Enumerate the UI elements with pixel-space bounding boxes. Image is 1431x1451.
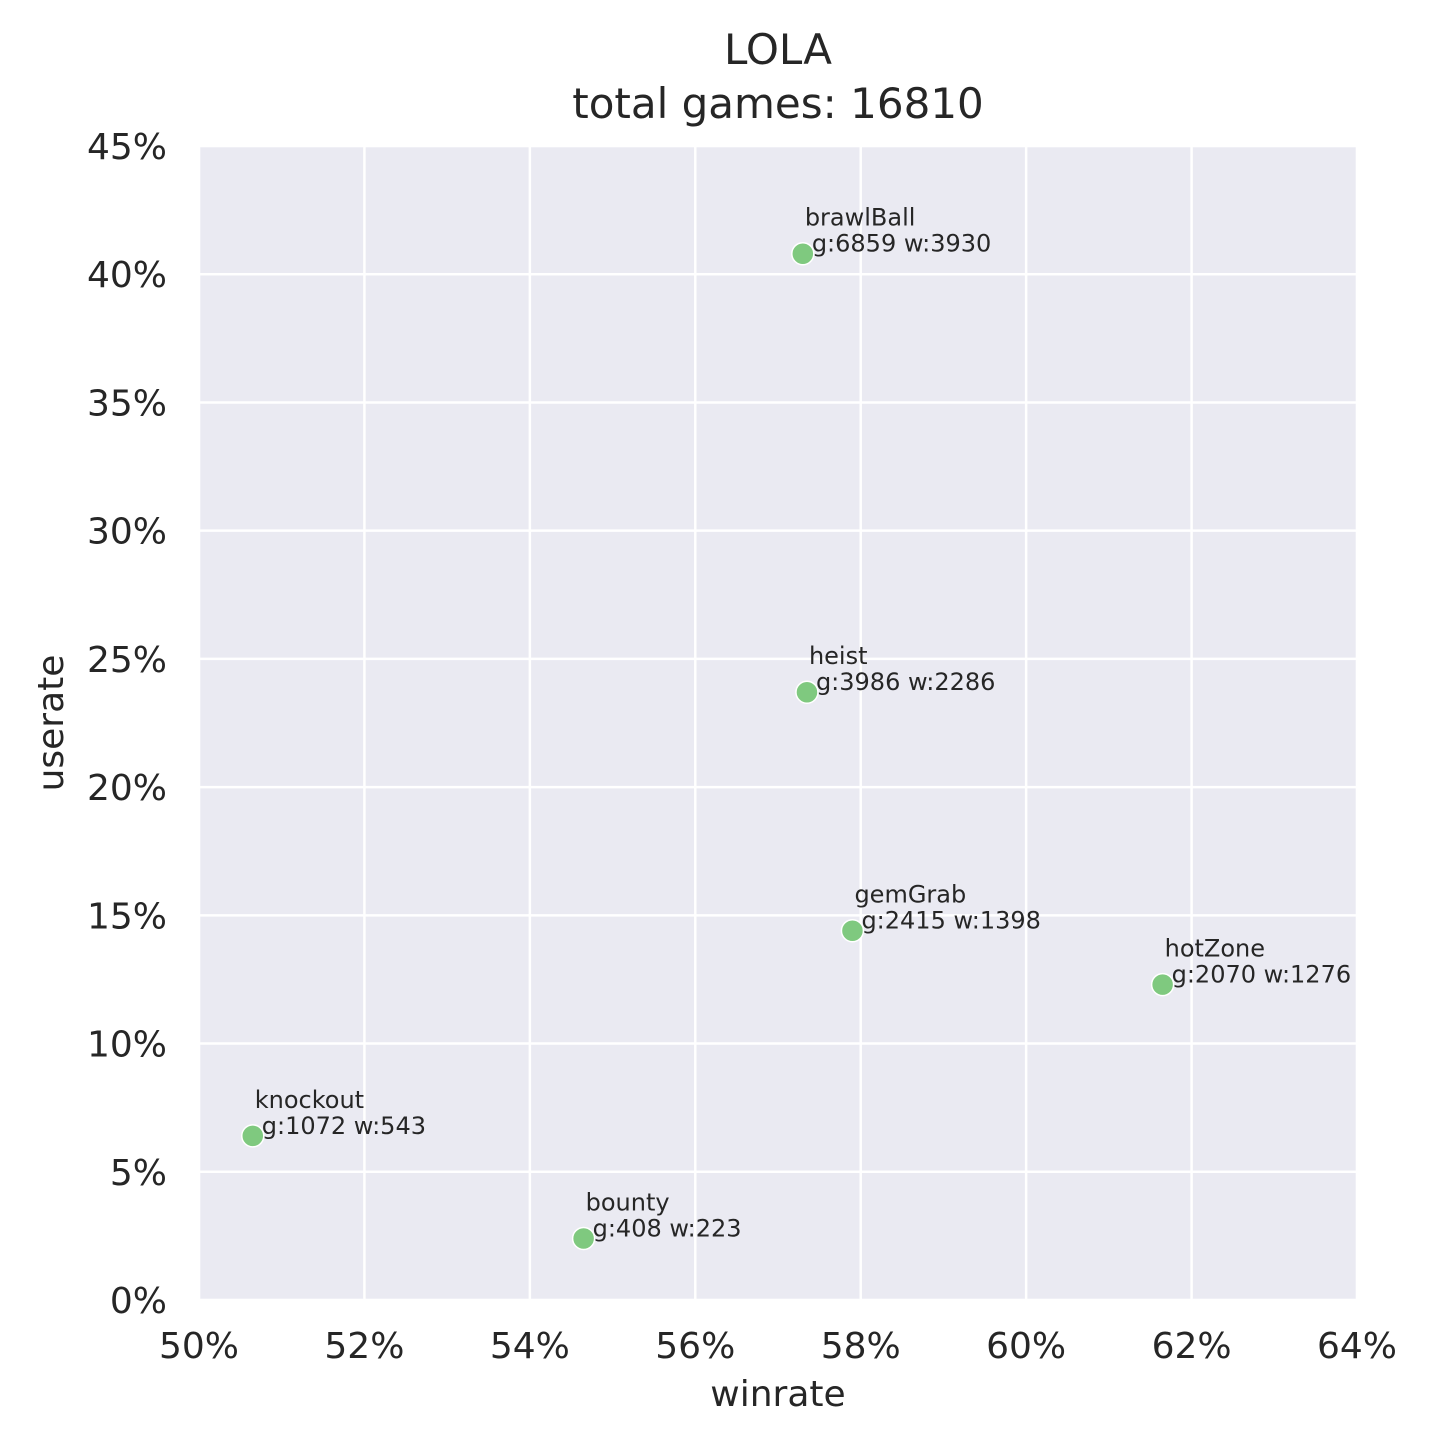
x-tick-label: 58% [821,1326,901,1367]
point-gemGrab [840,918,865,943]
plot-area [199,146,1357,1300]
y-tick-label: 45% [87,127,167,168]
x-tick-label: 60% [986,1326,1066,1367]
y-tick-label: 20% [87,768,167,809]
point-label-gemGrab: gemGrab [854,881,966,909]
point-bounty [571,1226,596,1251]
chart-title: LOLA [724,25,832,74]
y-tick-labels: 0% 5% 10% 15% 20% 25% 30% 35% 40% 45% [87,127,167,1322]
x-tick-label: 62% [1152,1326,1232,1367]
y-tick-label: 10% [87,1025,167,1066]
y-axis-label: userate [31,655,72,792]
y-tick-label: 5% [110,1153,167,1194]
point-hotZone [1150,972,1175,997]
x-axis-label: winrate [710,1374,845,1415]
x-tick-labels: 50% 52% 54% 56% 58% 60% 62% 64% [159,1326,1397,1367]
point-brawlBall [791,241,815,266]
chart-subtitle: total games: 16810 [572,79,984,128]
y-tick-label: 30% [87,512,167,553]
point-detail-hotZone: g:2070 w:1276 [1172,961,1352,989]
x-tick-label: 64% [1317,1326,1397,1367]
y-tick-label: 40% [87,255,167,296]
point-label-brawlBall: brawlBall [805,204,916,232]
point-label-bounty: bounty [586,1188,670,1216]
data-points [241,241,1175,1251]
y-tick-label: 15% [87,896,167,937]
point-heist [795,680,819,704]
y-tick-label: 35% [87,383,167,424]
point-detail-heist: g:3986 w:2286 [816,668,996,696]
point-detail-gemGrab: g:2415 w:1398 [861,907,1041,935]
point-label-hotZone: hotZone [1165,935,1265,963]
x-tick-label: 50% [159,1326,239,1367]
point-detail-knockout: g:1072 w:543 [262,1112,426,1140]
x-tick-label: 54% [490,1326,570,1367]
y-tick-label: 25% [87,640,167,681]
grid-lines [197,144,1359,1302]
point-detail-brawlBall: g:6859 w:3930 [812,230,992,258]
point-detail-bounty: g:408 w:223 [593,1214,742,1242]
point-knockout [241,1124,265,1148]
x-tick-label: 56% [655,1326,735,1367]
point-label-heist: heist [809,642,868,670]
y-tick-label: 0% [110,1281,167,1322]
x-tick-label: 52% [324,1326,404,1367]
point-label-knockout: knockout [255,1086,364,1114]
